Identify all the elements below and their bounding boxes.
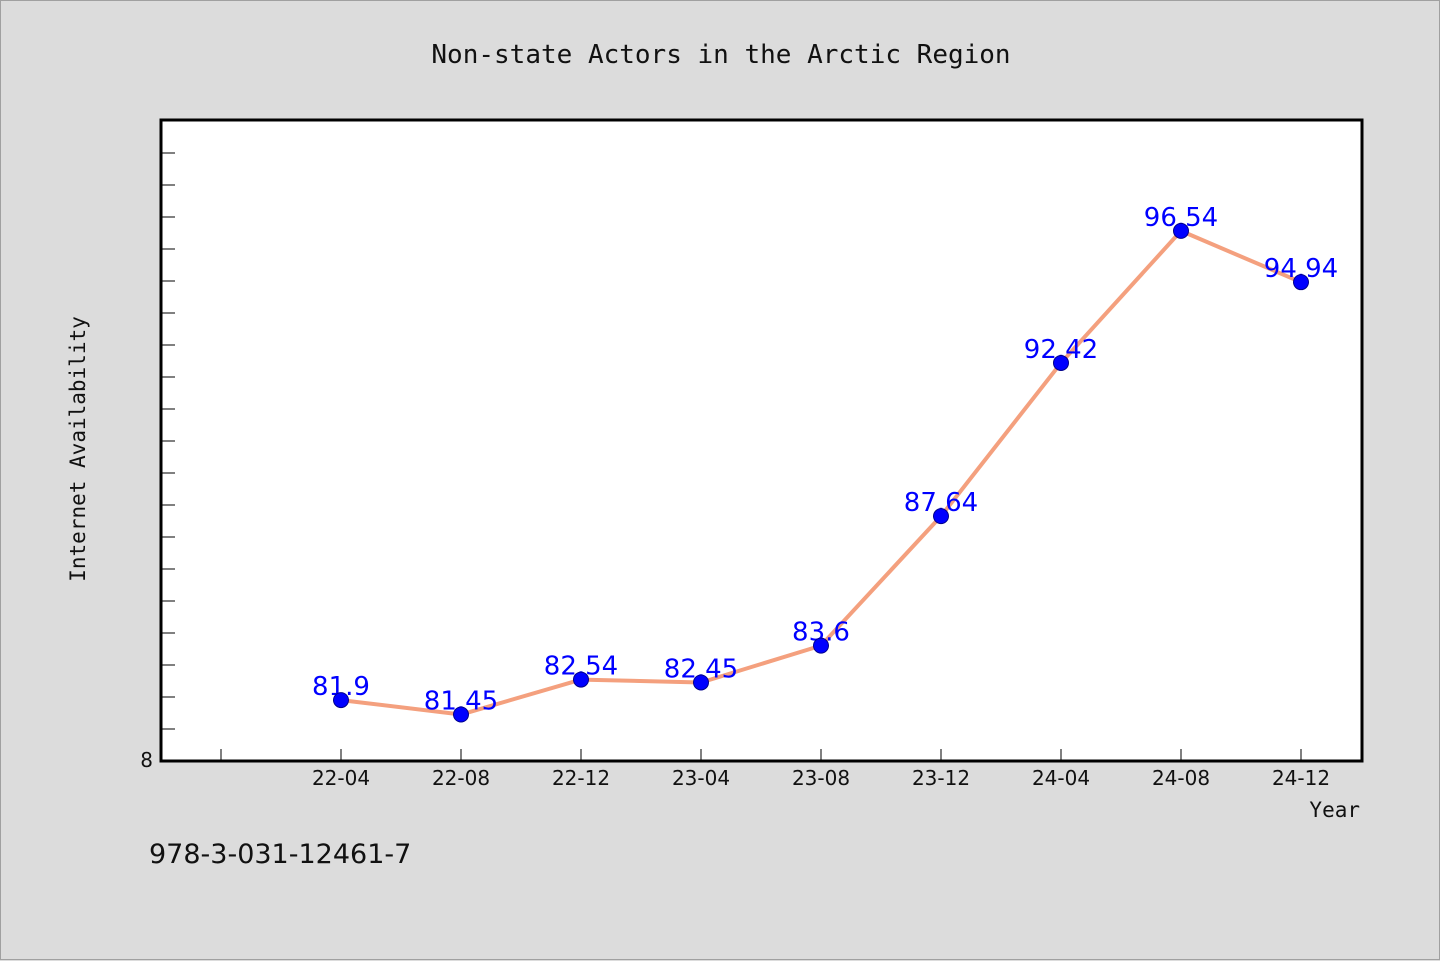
y-tick-label: 8 (140, 748, 153, 772)
data-point (693, 674, 709, 691)
x-tick-label: 23-04 (672, 766, 730, 790)
chart-title: Non-state Actors in the Arctic Region (431, 40, 1010, 70)
plot-area (159, 118, 1364, 763)
y-axis-title: Internet Availability (66, 316, 90, 582)
x-tick-label: 24-12 (1272, 766, 1330, 790)
x-tick-label: 22-08 (432, 766, 490, 790)
x-tick-label: 24-08 (1152, 766, 1210, 790)
x-tick-label: 22-12 (552, 766, 610, 790)
x-tick-label: 24-04 (1032, 766, 1090, 790)
y-axis-ticks: 8 (140, 152, 175, 772)
data-point (453, 706, 469, 723)
data-point (333, 692, 349, 709)
x-axis-title: Year (1309, 798, 1360, 822)
data-point (933, 508, 949, 525)
x-axis-ticks: 22-04 22-08 22-12 23-04 23-08 23-12 24-04 24-08… (220, 749, 1330, 790)
isbn-footer: 978-3-031-12461-7 (149, 839, 411, 870)
x-tick-label: 23-12 (912, 766, 970, 790)
x-tick-label: 23-08 (792, 766, 850, 790)
x-tick-label: 22-04 (312, 766, 370, 790)
data-point (1173, 222, 1189, 239)
data-point (1053, 354, 1069, 371)
data-point (573, 671, 589, 688)
data-point (813, 637, 829, 654)
data-point (1293, 274, 1309, 291)
